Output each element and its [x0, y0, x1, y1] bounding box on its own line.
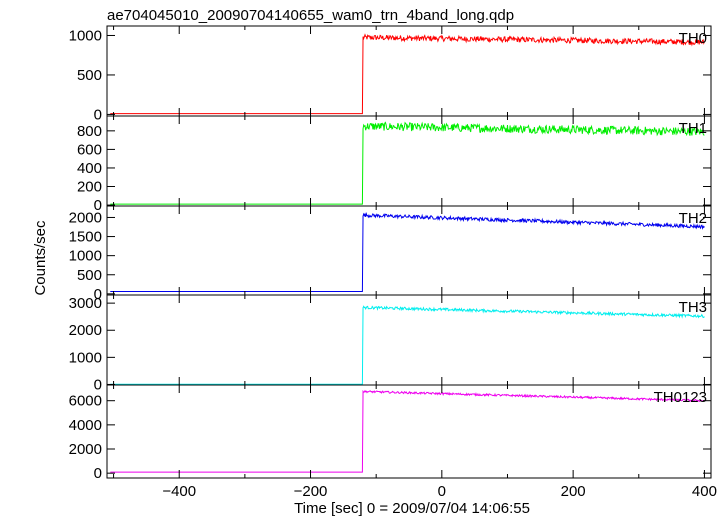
y-tick-label: 800 — [77, 123, 102, 140]
y-tick-label: 0 — [94, 376, 102, 393]
y-tick-label: 6000 — [69, 393, 102, 410]
panel-frame — [106, 25, 712, 117]
chart-title: ae704045010_20090704140655_wam0_trn_4ban… — [107, 7, 514, 24]
series-line-th2 — [110, 212, 705, 293]
x-axis-label: Time [sec] 0 = 2009/07/04 14:06:55 — [294, 500, 530, 516]
y-tick-label: 3000 — [69, 295, 102, 312]
series-label: TH0123 — [654, 389, 707, 406]
series-line-th0 — [110, 33, 705, 115]
panel-th2: 0 500 1000 1500 2000 TH2 — [69, 205, 712, 303]
y-tick-label: 1500 — [69, 229, 102, 246]
x-tick-label: −400 — [162, 483, 196, 500]
y-tick-label: 600 — [77, 141, 102, 158]
y-tick-label: 0 — [94, 106, 102, 123]
y-tick-label: 500 — [77, 267, 102, 284]
x-tick-label: 400 — [692, 483, 717, 500]
y-tick-label: 200 — [77, 179, 102, 196]
series-line-th3 — [110, 305, 705, 385]
panel-th3: 0 1000 2000 3000 TH3 — [69, 294, 712, 393]
panel-th0: 0 500 1000 TH0 — [69, 25, 712, 123]
y-tick-label: 0 — [94, 197, 102, 214]
panel-th0123: 0 2000 4000 6000 TH0123 — [69, 384, 712, 482]
series-label: TH1 — [679, 120, 707, 137]
panel-frame — [106, 384, 712, 479]
y-tick-label: 2000 — [69, 209, 102, 226]
y-tick-label: 500 — [77, 67, 102, 84]
series-label: TH3 — [679, 299, 707, 316]
y-tick-label: 4000 — [69, 417, 102, 434]
y-tick-label: 400 — [77, 160, 102, 177]
y-axis-label: Counts/sec — [32, 220, 49, 296]
y-tick-label: 0 — [94, 465, 102, 482]
y-tick-label: 2000 — [69, 322, 102, 339]
series-line-th0123 — [110, 389, 705, 473]
x-tick-label: 200 — [561, 483, 586, 500]
y-tick-label: 1000 — [69, 349, 102, 366]
series-label: TH2 — [679, 210, 707, 227]
x-tick-label: 0 — [438, 483, 446, 500]
y-tick-label: 0 — [94, 286, 102, 303]
x-tick-label: −200 — [294, 483, 328, 500]
y-tick-label: 1000 — [69, 248, 102, 265]
series-label: TH0 — [679, 30, 707, 47]
panel-frame — [106, 205, 712, 296]
y-tick-label: 2000 — [69, 441, 102, 458]
y-tick-label: 1000 — [69, 27, 102, 44]
series-line-th1 — [110, 121, 705, 205]
